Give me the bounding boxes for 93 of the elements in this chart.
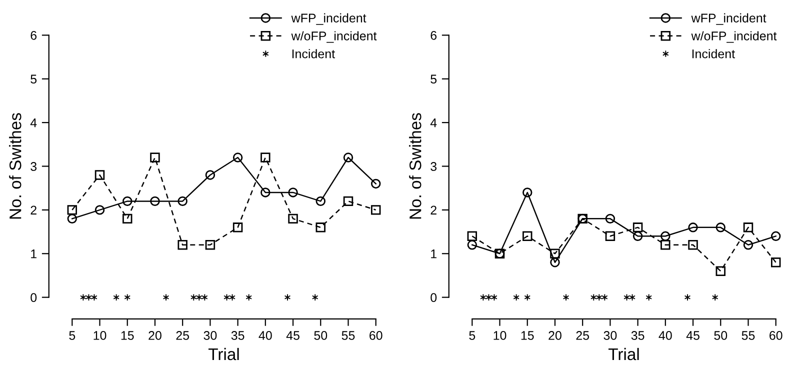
point	[343, 152, 354, 162]
x-tick-label: 50	[314, 331, 328, 340]
y-tick-label: 5	[30, 74, 37, 84]
point	[205, 240, 216, 250]
x-tick-label: 20	[148, 331, 162, 340]
x-tick-label: 25	[176, 331, 190, 340]
point	[178, 196, 188, 206]
point	[122, 214, 132, 224]
y-tick-label: 5	[430, 74, 437, 84]
point	[260, 152, 270, 162]
point	[80, 294, 86, 301]
point	[94, 170, 105, 180]
y-tick-label: 4	[430, 118, 437, 128]
legend-label: w/oFP_incident	[691, 31, 777, 43]
y-tick-label: 0	[30, 293, 37, 302]
x-tick-label: 10	[94, 331, 106, 340]
x-tick-label: 60	[370, 331, 382, 340]
point	[288, 188, 298, 198]
x-tick-label: 60	[770, 331, 782, 340]
x-tick-label: 15	[521, 331, 534, 340]
y-tick-label: 1	[31, 250, 36, 258]
y-tick-label: 2	[430, 206, 436, 214]
x-tick-label: 30	[204, 331, 217, 340]
point	[343, 196, 354, 206]
x-tick-label: 25	[576, 331, 590, 340]
point	[632, 222, 643, 232]
point	[660, 231, 670, 242]
point	[743, 240, 754, 250]
point	[260, 188, 270, 198]
x-tick-label: 40	[258, 331, 272, 340]
point	[550, 248, 560, 258]
x-axis-title: Trial	[608, 348, 639, 360]
y-tick-label: 6	[30, 30, 37, 40]
x-tick-label: 5	[469, 331, 476, 340]
legend-label: wFP_incident	[291, 13, 366, 25]
x-tick-label: 15	[121, 331, 134, 340]
legend-label: w/oFP_incident	[291, 31, 377, 43]
point	[67, 214, 78, 224]
point	[232, 222, 243, 232]
x-axis-title: Trial	[208, 348, 239, 360]
point	[232, 152, 243, 162]
point	[660, 240, 670, 250]
y-tick-label: 3	[430, 162, 437, 171]
y-tick-label: 4	[30, 118, 37, 128]
y-tick-label: 2	[30, 206, 36, 214]
point	[94, 205, 105, 215]
x-tick-label: 40	[658, 331, 672, 340]
y-tick-label: 0	[430, 293, 437, 302]
x-tick-label: 5	[69, 331, 76, 340]
point	[605, 214, 616, 224]
point	[467, 240, 478, 250]
point	[150, 196, 160, 206]
x-tick-label: 35	[231, 331, 244, 340]
point	[178, 240, 188, 250]
point	[716, 222, 726, 232]
point	[67, 205, 78, 215]
point	[716, 266, 726, 276]
point	[743, 222, 754, 232]
point	[688, 240, 698, 250]
point	[522, 231, 532, 242]
point	[122, 196, 132, 206]
point	[316, 196, 326, 206]
x-tick-label: 45	[286, 331, 300, 340]
y-tick-label: 6	[430, 30, 437, 40]
point	[113, 294, 120, 301]
x-tick-label: 35	[631, 331, 644, 340]
point	[370, 205, 381, 215]
point	[550, 258, 560, 268]
x-tick-label: 45	[686, 331, 700, 340]
point	[150, 152, 160, 162]
point	[370, 178, 381, 189]
point	[605, 231, 616, 242]
point	[316, 222, 326, 232]
x-tick-label: 55	[342, 331, 355, 340]
point	[688, 222, 698, 232]
y-axis-title: No. of Swithes	[409, 113, 422, 219]
point	[288, 214, 298, 224]
x-tick-label: 50	[714, 331, 728, 340]
y-tick-label: 3	[30, 162, 37, 171]
y-axis-title: No. of Swithes	[9, 113, 22, 219]
legend-label: wFP_incident	[691, 13, 766, 25]
point	[522, 188, 532, 198]
x-tick-label: 55	[742, 331, 755, 340]
point	[770, 258, 781, 268]
point	[205, 170, 216, 180]
point	[632, 231, 643, 242]
point	[467, 231, 478, 242]
point	[770, 231, 781, 242]
y-tick-label: 1	[431, 250, 436, 258]
legend-label: Incident	[292, 49, 335, 58]
x-tick-label: 10	[494, 331, 506, 340]
x-tick-label: 30	[604, 331, 617, 340]
x-tick-label: 20	[548, 331, 562, 340]
